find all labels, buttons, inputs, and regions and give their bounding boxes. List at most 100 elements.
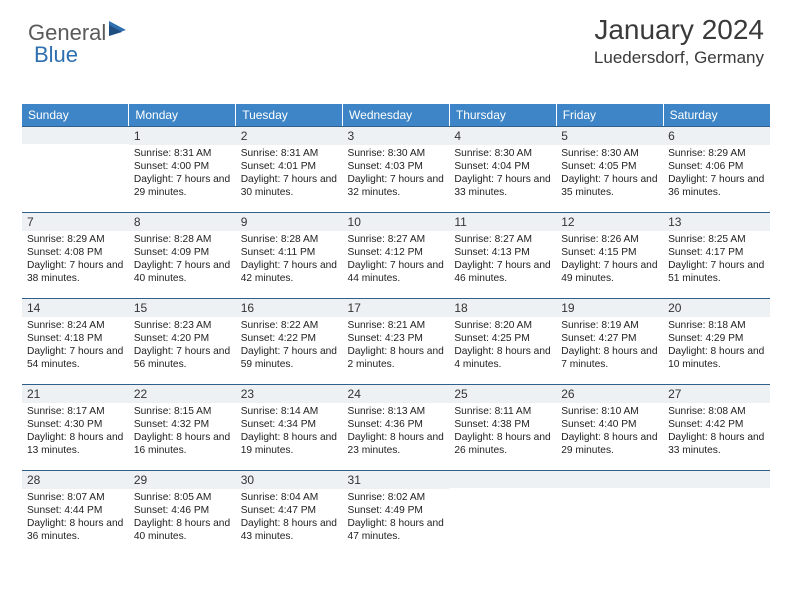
day-details: Sunrise: 8:19 AMSunset: 4:27 PMDaylight:… [556,317,663,375]
day-number: 17 [343,298,450,317]
day-details: Sunrise: 8:18 AMSunset: 4:29 PMDaylight:… [663,317,770,375]
sunrise-line: Sunrise: 8:30 AM [561,147,658,160]
day-details: Sunrise: 8:24 AMSunset: 4:18 PMDaylight:… [22,317,129,375]
sunset-line: Sunset: 4:06 PM [668,160,765,173]
calendar-cell [556,470,663,556]
day-number: 7 [22,212,129,231]
sunrise-line: Sunrise: 8:19 AM [561,319,658,332]
calendar-cell: 9Sunrise: 8:28 AMSunset: 4:11 PMDaylight… [236,212,343,298]
sunset-line: Sunset: 4:42 PM [668,418,765,431]
daylight-line: Daylight: 7 hours and 59 minutes. [241,345,338,371]
daylight-line: Daylight: 8 hours and 33 minutes. [668,431,765,457]
calendar-cell: 8Sunrise: 8:28 AMSunset: 4:09 PMDaylight… [129,212,236,298]
day-details: Sunrise: 8:11 AMSunset: 4:38 PMDaylight:… [449,403,556,461]
page-header: General Blue January 2024 Luedersdorf, G… [0,0,792,96]
sunrise-line: Sunrise: 8:13 AM [348,405,445,418]
day-details: Sunrise: 8:04 AMSunset: 4:47 PMDaylight:… [236,489,343,547]
sunset-line: Sunset: 4:32 PM [134,418,231,431]
calendar-cell: 5Sunrise: 8:30 AMSunset: 4:05 PMDaylight… [556,126,663,212]
daylight-line: Daylight: 7 hours and 40 minutes. [134,259,231,285]
sunrise-line: Sunrise: 8:28 AM [134,233,231,246]
day-details: Sunrise: 8:10 AMSunset: 4:40 PMDaylight:… [556,403,663,461]
daylight-line: Daylight: 8 hours and 7 minutes. [561,345,658,371]
logo-flag-icon [108,19,130,37]
sunrise-line: Sunrise: 8:28 AM [241,233,338,246]
day-details: Sunrise: 8:20 AMSunset: 4:25 PMDaylight:… [449,317,556,375]
daylight-line: Daylight: 7 hours and 51 minutes. [668,259,765,285]
day-number: 21 [22,384,129,403]
day-number: 27 [663,384,770,403]
calendar-cell: 23Sunrise: 8:14 AMSunset: 4:34 PMDayligh… [236,384,343,470]
sunset-line: Sunset: 4:29 PM [668,332,765,345]
weekday-header: Wednesday [343,104,450,126]
sunrise-line: Sunrise: 8:30 AM [454,147,551,160]
calendar-cell: 24Sunrise: 8:13 AMSunset: 4:36 PMDayligh… [343,384,450,470]
calendar-cell: 7Sunrise: 8:29 AMSunset: 4:08 PMDaylight… [22,212,129,298]
weekday-header: Monday [129,104,236,126]
daylight-line: Daylight: 8 hours and 47 minutes. [348,517,445,543]
day-number: 24 [343,384,450,403]
day-number: 8 [129,212,236,231]
sunrise-line: Sunrise: 8:23 AM [134,319,231,332]
sunset-line: Sunset: 4:46 PM [134,504,231,517]
day-number: 25 [449,384,556,403]
sunrise-line: Sunrise: 8:04 AM [241,491,338,504]
sunset-line: Sunset: 4:20 PM [134,332,231,345]
sunrise-line: Sunrise: 8:27 AM [454,233,551,246]
day-details: Sunrise: 8:02 AMSunset: 4:49 PMDaylight:… [343,489,450,547]
day-details: Sunrise: 8:23 AMSunset: 4:20 PMDaylight:… [129,317,236,375]
sunset-line: Sunset: 4:12 PM [348,246,445,259]
sunset-line: Sunset: 4:40 PM [561,418,658,431]
day-details: Sunrise: 8:22 AMSunset: 4:22 PMDaylight:… [236,317,343,375]
calendar-cell: 10Sunrise: 8:27 AMSunset: 4:12 PMDayligh… [343,212,450,298]
day-details: Sunrise: 8:27 AMSunset: 4:12 PMDaylight:… [343,231,450,289]
daylight-line: Daylight: 7 hours and 29 minutes. [134,173,231,199]
sunrise-line: Sunrise: 8:30 AM [348,147,445,160]
calendar-cell [663,470,770,556]
sunrise-line: Sunrise: 8:31 AM [241,147,338,160]
sunset-line: Sunset: 4:25 PM [454,332,551,345]
daylight-line: Daylight: 7 hours and 46 minutes. [454,259,551,285]
daylight-line: Daylight: 8 hours and 4 minutes. [454,345,551,371]
calendar-week-row: 7Sunrise: 8:29 AMSunset: 4:08 PMDaylight… [22,212,770,298]
daylight-line: Daylight: 8 hours and 43 minutes. [241,517,338,543]
sunset-line: Sunset: 4:17 PM [668,246,765,259]
day-number: 11 [449,212,556,231]
logo-text-blue: Blue [34,42,78,68]
sunset-line: Sunset: 4:36 PM [348,418,445,431]
daylight-line: Daylight: 7 hours and 35 minutes. [561,173,658,199]
calendar-cell: 31Sunrise: 8:02 AMSunset: 4:49 PMDayligh… [343,470,450,556]
day-number: 14 [22,298,129,317]
day-number: 9 [236,212,343,231]
daylight-line: Daylight: 7 hours and 56 minutes. [134,345,231,371]
weekday-header-row: Sunday Monday Tuesday Wednesday Thursday… [22,104,770,126]
day-details: Sunrise: 8:31 AMSunset: 4:00 PMDaylight:… [129,145,236,203]
sunrise-line: Sunrise: 8:15 AM [134,405,231,418]
weekday-header: Sunday [22,104,129,126]
weekday-header: Friday [556,104,663,126]
sunrise-line: Sunrise: 8:29 AM [27,233,124,246]
sunrise-line: Sunrise: 8:25 AM [668,233,765,246]
day-number: 23 [236,384,343,403]
month-title: January 2024 [594,14,764,46]
sunset-line: Sunset: 4:44 PM [27,504,124,517]
sunrise-line: Sunrise: 8:10 AM [561,405,658,418]
calendar-cell: 2Sunrise: 8:31 AMSunset: 4:01 PMDaylight… [236,126,343,212]
sunset-line: Sunset: 4:27 PM [561,332,658,345]
daylight-line: Daylight: 7 hours and 30 minutes. [241,173,338,199]
day-details: Sunrise: 8:25 AMSunset: 4:17 PMDaylight:… [663,231,770,289]
calendar-cell: 22Sunrise: 8:15 AMSunset: 4:32 PMDayligh… [129,384,236,470]
day-details: Sunrise: 8:15 AMSunset: 4:32 PMDaylight:… [129,403,236,461]
calendar-cell: 14Sunrise: 8:24 AMSunset: 4:18 PMDayligh… [22,298,129,384]
day-details: Sunrise: 8:26 AMSunset: 4:15 PMDaylight:… [556,231,663,289]
sunrise-line: Sunrise: 8:26 AM [561,233,658,246]
empty-day [22,126,129,144]
calendar-cell: 28Sunrise: 8:07 AMSunset: 4:44 PMDayligh… [22,470,129,556]
day-number: 13 [663,212,770,231]
weekday-header: Tuesday [236,104,343,126]
calendar-cell: 1Sunrise: 8:31 AMSunset: 4:00 PMDaylight… [129,126,236,212]
calendar-cell: 29Sunrise: 8:05 AMSunset: 4:46 PMDayligh… [129,470,236,556]
calendar-cell [22,126,129,212]
day-number: 2 [236,126,343,145]
sunset-line: Sunset: 4:13 PM [454,246,551,259]
